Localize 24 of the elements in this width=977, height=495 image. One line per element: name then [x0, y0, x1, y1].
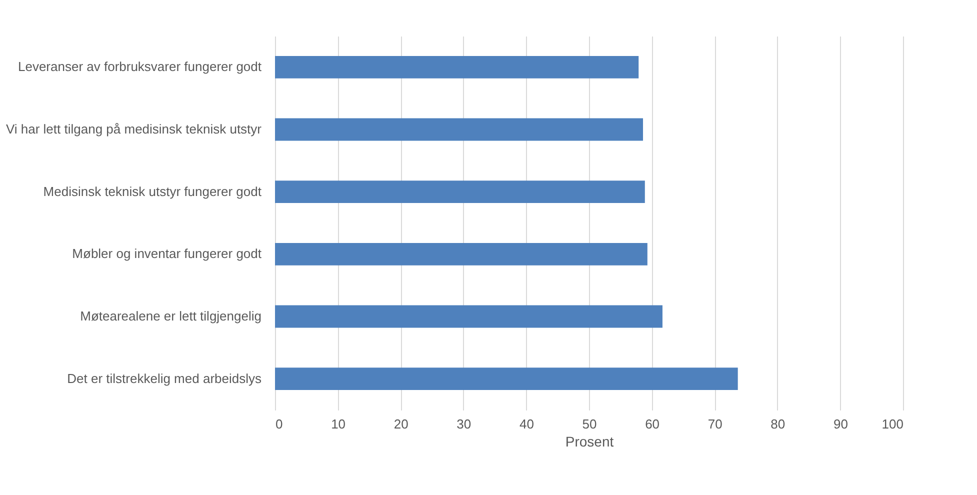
x-tick-label: 0 — [276, 416, 283, 432]
y-tick-label: Det er tilstrekkelig med arbeidslys — [67, 370, 262, 386]
x-tick-label: 70 — [708, 416, 722, 432]
bar — [275, 180, 645, 204]
x-tick-label: 60 — [645, 416, 660, 432]
bar — [275, 56, 639, 78]
y-tick-label: Medisinsk teknisk utstyr fungerer godt — [43, 184, 262, 199]
x-tick-label: 100 — [882, 416, 904, 432]
x-axis-title: Prosent — [565, 434, 614, 450]
x-tick-label: 20 — [394, 416, 408, 432]
y-tick-label: Leveranser av forbruksvarer fungerer godt — [18, 59, 262, 74]
bar — [275, 118, 644, 141]
x-tick-label: 40 — [519, 416, 534, 432]
bar — [275, 305, 662, 328]
x-tick-label: 90 — [833, 416, 848, 432]
y-tick-label: Vi har lett tilgang på medisinsk teknisk utstyr — [6, 122, 262, 136]
bar — [275, 368, 738, 390]
bar — [275, 242, 648, 266]
x-tick-label: 80 — [770, 416, 786, 432]
x-tick-label: 10 — [331, 416, 346, 432]
x-tick-label: 50 — [582, 416, 597, 432]
y-tick-label: Møbler og inventar fungerer godt — [72, 246, 262, 262]
y-tick-label: Møtearealene er lett tilgjengelig — [80, 308, 262, 324]
x-tick-label: 30 — [456, 416, 472, 432]
